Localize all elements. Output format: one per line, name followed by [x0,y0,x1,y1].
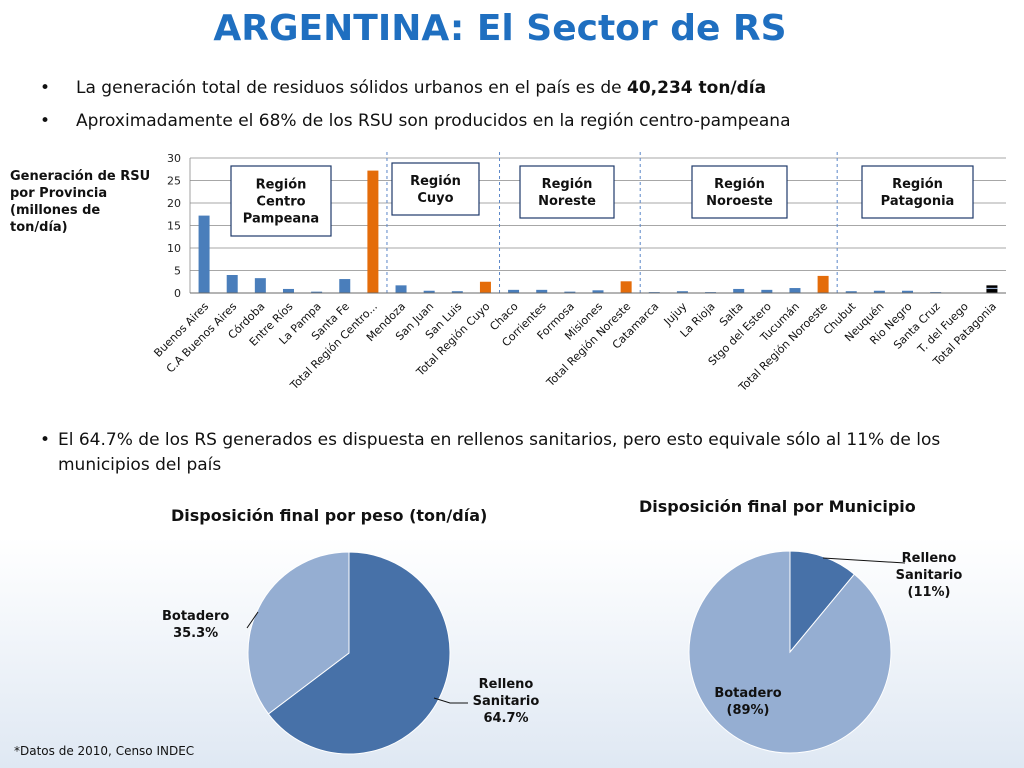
bar-19 [733,288,745,293]
bar-20 [761,289,773,293]
pie2-botadero-label: Botadero (89%) [714,686,782,718]
bar-3 [282,288,294,293]
bar-11 [508,289,520,293]
region-box-text: Pampeana [243,212,319,227]
pie1-title: Disposición final por peso (ton/día) [171,506,488,525]
region-box-text: Noroeste [706,194,773,209]
bar-0 [198,215,210,293]
bar-9 [451,291,463,293]
region-box-2: Región Noreste [519,165,615,219]
bar-stripe [986,287,998,290]
bar-13 [564,291,576,293]
bar-17 [676,291,688,293]
bar-10 [479,281,491,293]
bar-21 [789,288,801,293]
region-box-0: Región Centro Pampeana [230,165,332,237]
bar-14 [592,290,604,293]
region-box-text: Región [714,177,765,192]
pie1-relleno-label: Relleno Sanitario 64.7% [472,677,540,726]
pie2-relleno-label: Relleno Sanitario (11%) [895,551,963,600]
pie2-title: Disposición final por Municipio [639,497,916,516]
bullet-1-text: La generación total de residuos sólidos … [76,78,767,98]
bullet-marker: • [40,430,51,450]
region-box-text: Noreste [538,194,596,209]
pie1-botadero-label: Botadero 35.3% [162,609,230,641]
bar-4 [311,291,323,293]
region-box-text: Región [410,174,461,189]
pie2-slice-1 [688,550,892,754]
disposal-pie-charts [246,550,906,755]
region-box-text: Región [256,178,307,193]
bar-2 [254,278,266,293]
region-box-1: Región Cuyo [391,162,480,216]
bar-7 [395,285,407,293]
bar-22 [817,275,829,293]
bar-1 [226,275,238,293]
footnote: *Datos de 2010, Censo INDEC [14,744,195,758]
bullet-3-text: El 64.7% de los RS generados es dispuest… [58,430,941,475]
bar-25 [902,290,914,293]
bar-23 [845,291,857,293]
y-tick-label: 30 [167,152,181,165]
y-tick-label: 5 [174,265,181,278]
pie2-relleno-leader [822,557,906,564]
bar-6 [367,170,379,293]
bar-28 [986,285,998,293]
bullet-2-text: Aproximadamente el 68% de los RSU son pr… [76,111,791,131]
region-box-text: Patagonia [881,194,955,209]
total-generation-value: 40,234 ton/día [627,78,767,98]
bar-8 [423,290,435,293]
bullet-marker: • [40,78,51,98]
pie1-slice-0 [267,551,451,755]
bar-5 [339,279,351,293]
bar-chart-side-label: Generación de RSU por Provincia (millone… [10,169,151,235]
slide-title: ARGENTINA: El Sector de RS [213,8,787,49]
y-tick-label: 0 [174,287,181,300]
y-tick-label: 10 [167,242,181,255]
bar-24 [873,290,885,293]
region-box-text: Región [542,177,593,192]
y-tick-label: 25 [167,175,181,188]
bar-15 [620,281,632,293]
region-box-4: Región Patagonia [861,165,974,219]
pie1-botadero-leader [246,611,259,629]
pie1-slice-1 [247,551,350,715]
region-box-text: Centro [256,195,305,210]
region-box-text: Cuyo [417,191,453,206]
bullet-marker: • [40,111,51,131]
pie2-slice-0 [789,550,856,654]
region-box-3: Región Noroeste [691,165,788,219]
pie1-relleno-leader [433,697,468,704]
bar-12 [536,289,548,293]
region-box-text: Región [892,177,943,192]
y-tick-label: 15 [167,220,181,233]
y-tick-label: 20 [167,197,181,210]
